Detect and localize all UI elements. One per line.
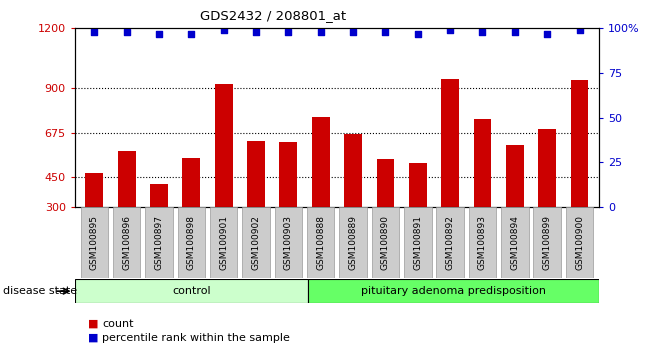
- Text: ■: ■: [88, 333, 98, 343]
- Text: GSM100898: GSM100898: [187, 215, 196, 270]
- Bar: [279, 142, 298, 267]
- Point: [413, 31, 423, 36]
- Point: [477, 29, 488, 35]
- Point: [154, 31, 164, 36]
- Bar: [178, 207, 205, 278]
- Text: GSM100901: GSM100901: [219, 215, 228, 270]
- Bar: [533, 207, 561, 278]
- Text: GSM100889: GSM100889: [348, 215, 357, 270]
- Bar: [469, 207, 496, 278]
- Bar: [339, 207, 367, 278]
- Bar: [210, 207, 238, 278]
- Bar: [566, 207, 593, 278]
- Point: [251, 29, 261, 35]
- Text: count: count: [102, 319, 133, 329]
- Text: ■: ■: [88, 319, 98, 329]
- Point: [542, 31, 552, 36]
- Point: [316, 29, 326, 35]
- Text: disease state: disease state: [3, 286, 77, 296]
- Bar: [506, 144, 523, 267]
- Bar: [247, 141, 265, 267]
- Bar: [150, 184, 168, 267]
- Bar: [308, 279, 599, 303]
- Text: GSM100896: GSM100896: [122, 215, 131, 270]
- Text: pituitary adenoma predisposition: pituitary adenoma predisposition: [361, 286, 546, 296]
- Bar: [275, 207, 302, 278]
- Text: GSM100900: GSM100900: [575, 215, 584, 270]
- Point: [219, 27, 229, 33]
- Text: GSM100894: GSM100894: [510, 215, 519, 270]
- Point: [445, 27, 455, 33]
- Point: [574, 27, 585, 33]
- Text: GSM100891: GSM100891: [413, 215, 422, 270]
- Text: GSM100895: GSM100895: [90, 215, 99, 270]
- Text: GDS2432 / 208801_at: GDS2432 / 208801_at: [201, 9, 346, 22]
- Bar: [113, 207, 141, 278]
- Point: [348, 29, 358, 35]
- Bar: [538, 129, 556, 267]
- Point: [510, 29, 520, 35]
- Bar: [441, 79, 459, 267]
- Point: [186, 31, 197, 36]
- Bar: [118, 152, 135, 267]
- Text: GSM100902: GSM100902: [251, 215, 260, 270]
- Bar: [372, 207, 399, 278]
- Text: GSM100897: GSM100897: [154, 215, 163, 270]
- Text: GSM100893: GSM100893: [478, 215, 487, 270]
- Bar: [85, 173, 103, 267]
- Bar: [501, 207, 529, 278]
- Point: [89, 29, 100, 35]
- Bar: [242, 207, 270, 278]
- Text: GSM100890: GSM100890: [381, 215, 390, 270]
- Bar: [307, 207, 335, 278]
- Point: [122, 29, 132, 35]
- Text: percentile rank within the sample: percentile rank within the sample: [102, 333, 290, 343]
- Text: GSM100903: GSM100903: [284, 215, 293, 270]
- Bar: [312, 117, 329, 267]
- Bar: [75, 279, 308, 303]
- Bar: [182, 159, 201, 267]
- Bar: [376, 159, 395, 267]
- Bar: [473, 119, 492, 267]
- Point: [283, 29, 294, 35]
- Bar: [436, 207, 464, 278]
- Text: GSM100892: GSM100892: [446, 215, 454, 270]
- Bar: [344, 133, 362, 267]
- Text: GSM100888: GSM100888: [316, 215, 326, 270]
- Bar: [571, 80, 589, 267]
- Point: [380, 29, 391, 35]
- Bar: [409, 164, 426, 267]
- Bar: [215, 84, 232, 267]
- Bar: [81, 207, 108, 278]
- Bar: [145, 207, 173, 278]
- Bar: [404, 207, 432, 278]
- Text: control: control: [172, 286, 211, 296]
- Text: GSM100899: GSM100899: [543, 215, 551, 270]
